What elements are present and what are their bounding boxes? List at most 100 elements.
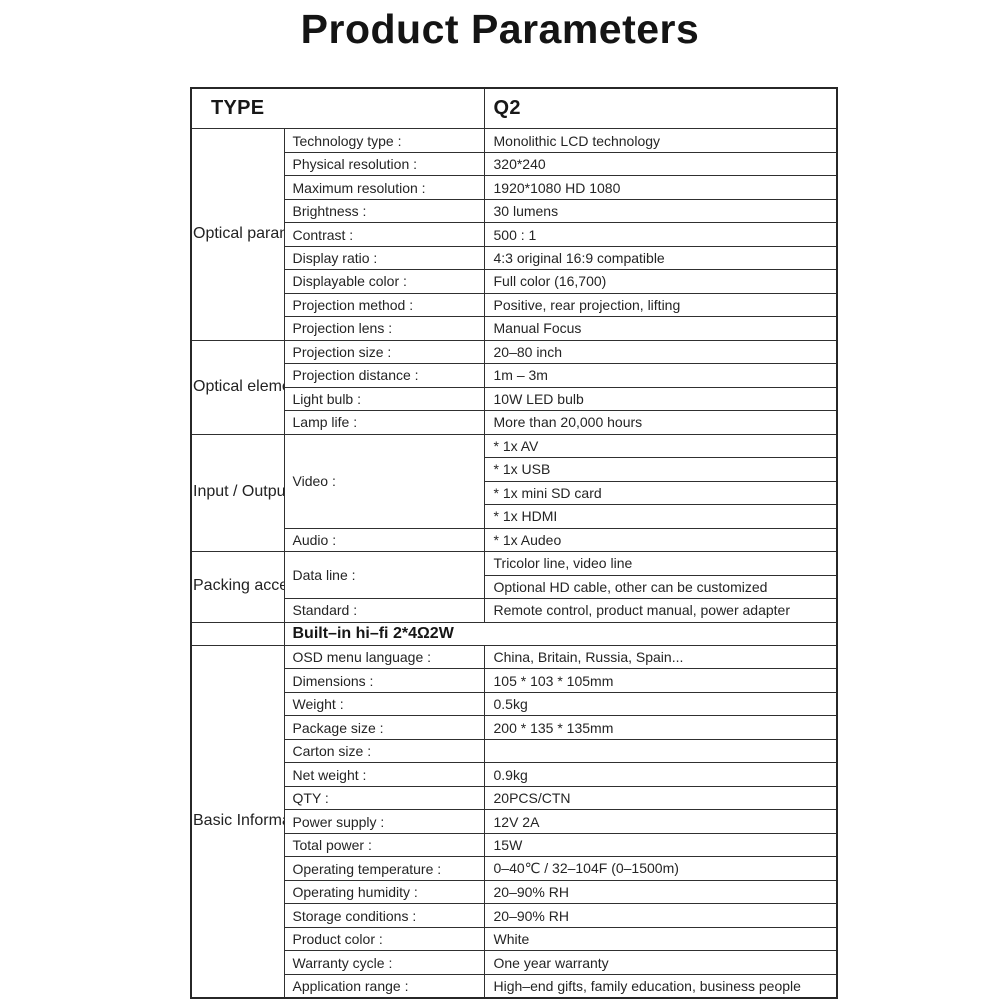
param-value: Manual Focus xyxy=(483,316,838,341)
param-value: Full color (16,700) xyxy=(483,269,838,294)
param-label: Projection method : xyxy=(283,292,485,318)
param-value: 0.9kg xyxy=(483,762,838,787)
param-label: Displayable color : xyxy=(283,269,485,294)
table-row: Optical element Projection size : 20–80 … xyxy=(190,339,838,435)
table-row: Audio : * 1x Audeo xyxy=(191,527,838,553)
table-row: Contrast : 500 : 1 xyxy=(191,222,838,247)
param-value xyxy=(483,738,838,764)
table-row: Net weight : 0.9kg xyxy=(191,762,838,787)
param-value: 1920*1080 HD 1080 xyxy=(483,175,838,200)
param-value: High–end gifts, family education, busine… xyxy=(483,973,838,999)
param-value: 105 * 103 * 105mm xyxy=(483,668,838,693)
param-value: Positive, rear projection, lifting xyxy=(483,292,838,318)
param-label-data-line: Data line : xyxy=(283,551,485,600)
param-value: 20–90% RH xyxy=(483,879,838,905)
page-title: Product Parameters xyxy=(300,6,700,52)
table-row: Optical parameter Technology type : Mono… xyxy=(190,128,838,341)
table-row: Weight : 0.5kg xyxy=(191,691,838,717)
param-value: 320*240 xyxy=(483,151,838,177)
param-label: QTY : xyxy=(283,785,485,811)
param-label: Operating humidity : xyxy=(283,879,485,905)
param-value: White xyxy=(483,926,838,952)
param-label: Total power : xyxy=(283,832,485,858)
table-row: Optional HD cable, other can be customiz… xyxy=(191,574,838,600)
param-label: Projection size : xyxy=(283,339,485,365)
param-label: Package size : xyxy=(283,715,485,740)
param-value: * 1x mini SD card xyxy=(483,480,838,506)
table-row: Product color : White xyxy=(191,926,838,952)
product-parameters-table: TYPE Q2 Optical parameter Technology typ… xyxy=(190,87,838,999)
param-value: 20PCS/CTN xyxy=(483,785,838,811)
param-value: Tricolor line, video line xyxy=(483,551,838,576)
table-row: Physical resolution : 320*240 xyxy=(191,151,838,177)
param-value: 0.5kg xyxy=(483,691,838,717)
param-label: Brightness : xyxy=(283,198,485,224)
param-label: Power supply : xyxy=(283,809,485,834)
param-label: Operating temperature : xyxy=(283,856,485,881)
param-label: Storage conditions : xyxy=(283,903,485,928)
table-row: Storage conditions : 20–90% RH xyxy=(191,903,838,928)
param-label-audio: Audio : xyxy=(283,527,485,553)
table-row: Operating temperature : 0–40℃ / 32–104F … xyxy=(191,856,838,881)
table-row: * 1x USB xyxy=(191,457,838,482)
section-label-input-output: Input / Output xyxy=(190,433,285,553)
table-row: Carton size : xyxy=(191,738,838,764)
table-row: Display ratio : 4:3 original 16:9 compat… xyxy=(191,245,838,271)
param-value: One year warranty xyxy=(483,950,838,975)
param-value: * 1x HDMI xyxy=(483,504,838,529)
param-label: Projection lens : xyxy=(283,316,485,341)
param-value: * 1x Audeo xyxy=(483,527,838,553)
param-value: * 1x AV xyxy=(483,433,838,459)
table-row: Standard : Remote control, product manua… xyxy=(191,598,838,623)
table-row: Displayable color : Full color (16,700) xyxy=(191,269,838,294)
param-label: Dimensions : xyxy=(283,668,485,693)
param-value: More than 20,000 hours xyxy=(483,410,838,435)
param-label: Carton size : xyxy=(283,738,485,764)
param-label: Contrast : xyxy=(283,222,485,247)
table-row: Operating humidity : 20–90% RH xyxy=(191,879,838,905)
table-row: Brightness : 30 lumens xyxy=(191,198,838,224)
param-label: Product color : xyxy=(283,926,485,952)
param-label: Display ratio : xyxy=(283,245,485,271)
table-row: Dimensions : 105 * 103 * 105mm xyxy=(191,668,838,693)
table-row: * 1x mini SD card xyxy=(191,480,838,506)
table-row: QTY : 20PCS/CTN xyxy=(191,785,838,811)
param-value: 20–80 inch xyxy=(483,339,838,365)
builtin-empty-cell xyxy=(190,621,285,647)
table-row: Total power : 15W xyxy=(191,832,838,858)
param-label: Projection distance : xyxy=(283,363,485,388)
param-value: 30 lumens xyxy=(483,198,838,224)
section-label-optical-parameter: Optical parameter xyxy=(190,128,285,341)
section-label-basic-information: Basic Information xyxy=(190,645,285,999)
param-label-video: Video : xyxy=(283,433,485,529)
param-value: Remote control, product manual, power ad… xyxy=(483,598,838,623)
param-value: 15W xyxy=(483,832,838,858)
table-row: Projection lens : Manual Focus xyxy=(191,316,838,341)
param-value: 20–90% RH xyxy=(483,903,838,928)
table-row: Basic Information OSD menu language : Ch… xyxy=(190,644,838,999)
type-header-cell: TYPE xyxy=(190,87,485,130)
model-header-cell: Q2 xyxy=(483,87,838,130)
section-label-packing-accessories: Packing acces- sories xyxy=(190,551,285,623)
table-row: Power supply : 12V 2A xyxy=(191,809,838,834)
param-value: China, Britain, Russia, Spain... xyxy=(483,644,838,670)
table-row: Package size : 200 * 135 * 135mm xyxy=(191,715,838,740)
param-label: OSD menu language : xyxy=(283,644,485,670)
param-value: 10W LED bulb xyxy=(483,386,838,412)
param-value: 4:3 original 16:9 compatible xyxy=(483,245,838,271)
param-value: * 1x USB xyxy=(483,457,838,482)
table-row: Warranty cycle : One year warranty xyxy=(191,950,838,975)
param-label: Warranty cycle : xyxy=(283,950,485,975)
param-label-standard: Standard : xyxy=(283,598,485,623)
table-row: Projection method : Positive, rear proje… xyxy=(191,292,838,318)
param-label: Physical resolution : xyxy=(283,151,485,177)
builtin-row: Built–in hi–fi 2*4Ω2W xyxy=(190,621,838,647)
table-row: Input / Output Video : * 1x AV xyxy=(190,433,838,553)
param-value: 0–40℃ / 32–104F (0–1500m) xyxy=(483,856,838,881)
param-label: Application range : xyxy=(283,973,485,999)
table-row: Packing acces- sories Data line : Tricol… xyxy=(190,551,838,623)
param-label: Net weight : xyxy=(283,762,485,787)
param-label: Maximum resolution : xyxy=(283,175,485,200)
table-row: Maximum resolution : 1920*1080 HD 1080 xyxy=(191,175,838,200)
table-row: Light bulb : 10W LED bulb xyxy=(191,386,838,412)
